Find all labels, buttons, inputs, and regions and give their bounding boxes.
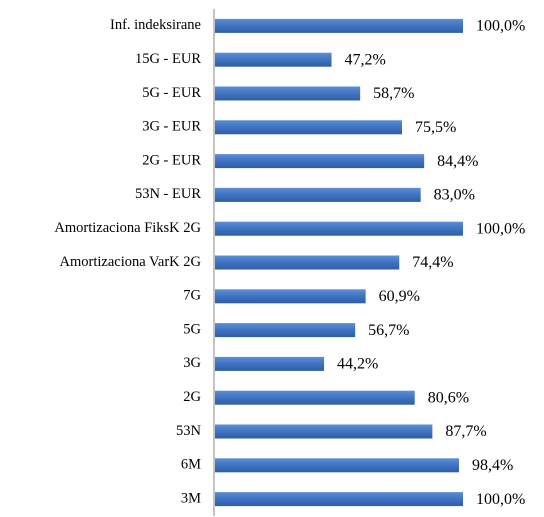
value-label: 47,2% — [345, 51, 386, 68]
value-label: 58,7% — [373, 85, 414, 102]
category-label: 3G — [183, 355, 201, 371]
value-label: 100,0% — [476, 18, 525, 35]
bar — [215, 356, 325, 371]
value-label: 100,0% — [476, 491, 525, 508]
value-label: 44,2% — [337, 356, 378, 373]
value-label: 75,5% — [415, 119, 456, 136]
category-label: 53N — [176, 423, 202, 439]
category-label: 2G - EUR — [142, 152, 201, 168]
bar — [215, 323, 356, 338]
value-label: 84,4% — [437, 153, 478, 170]
value-label: 74,4% — [412, 254, 453, 271]
category-label: 15G - EUR — [135, 51, 201, 67]
bar — [215, 255, 400, 270]
value-label: 83,0% — [434, 187, 475, 204]
category-label: 3M — [181, 490, 201, 506]
bar — [215, 458, 460, 473]
bar — [215, 120, 402, 135]
value-label: 80,6% — [428, 389, 469, 406]
category-label: 7G — [183, 288, 201, 304]
category-label: 53N - EUR — [135, 186, 201, 202]
bar — [215, 390, 415, 405]
value-label: 98,4% — [472, 457, 513, 474]
bar — [215, 187, 421, 202]
bar — [215, 52, 332, 67]
value-label: 56,7% — [368, 322, 409, 339]
bar — [215, 289, 366, 304]
bar — [215, 86, 361, 101]
category-label: 6M — [181, 457, 201, 473]
bar — [215, 154, 425, 169]
category-label: Amortizaciona VarK 2G — [60, 254, 202, 270]
category-label: 5G - EUR — [142, 85, 201, 101]
bar — [215, 18, 463, 33]
bar — [215, 492, 463, 507]
category-label: Amortizaciona FiksK 2G — [54, 220, 201, 236]
value-label: 60,9% — [379, 288, 420, 305]
category-label: 5G — [183, 321, 201, 337]
bar — [215, 424, 433, 439]
bar — [215, 221, 463, 236]
value-label: 100,0% — [476, 220, 525, 237]
category-label: 2G — [183, 389, 201, 405]
category-label: 3G - EUR — [142, 119, 201, 135]
value-label: 87,7% — [445, 423, 486, 440]
category-label: Inf. indeksirane — [110, 17, 201, 33]
